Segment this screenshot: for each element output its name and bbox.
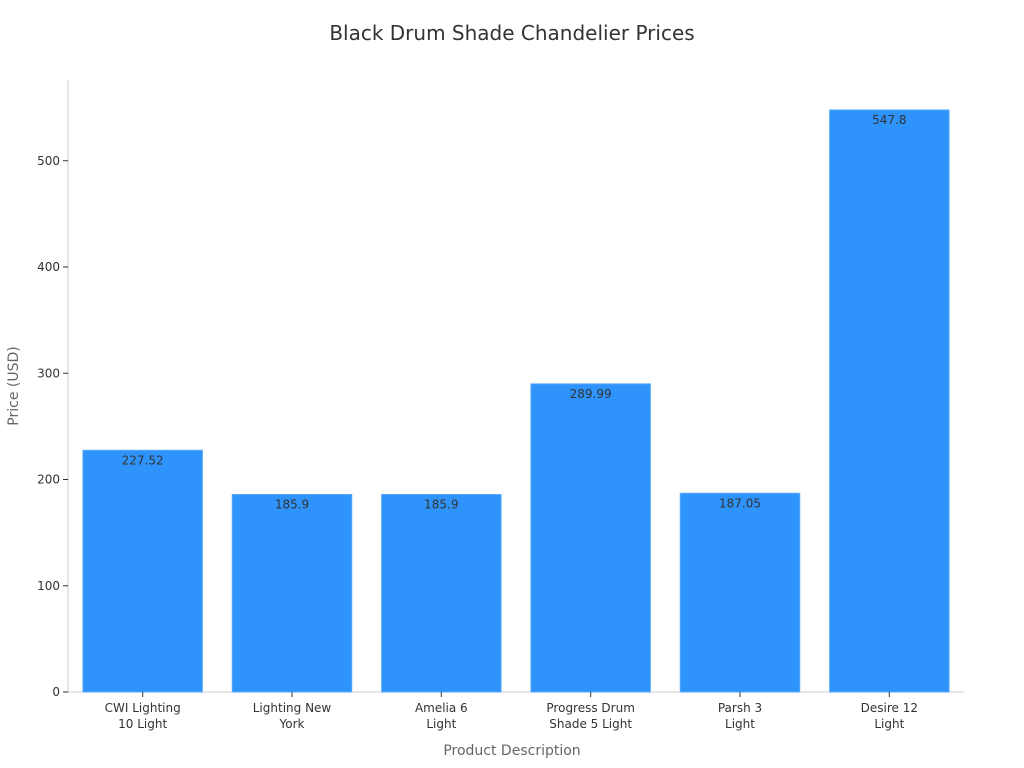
bar-value-label: 185.9 (424, 497, 458, 511)
x-tick-label-line: Light (426, 717, 456, 731)
x-tick-label: CWI Lighting 10 Light (105, 701, 181, 731)
bar (82, 449, 203, 693)
x-axis-labels: CWI Lighting 10 Light Lighting New York Amel… (105, 692, 918, 731)
bar (231, 493, 353, 693)
x-tick-label-line: Amelia 6 (415, 701, 468, 715)
x-tick-label: Desire 12 Light (861, 701, 918, 731)
bar (530, 383, 651, 693)
x-tick-label: Amelia 6 Light (415, 701, 468, 731)
x-tick-label-line: Light (725, 717, 755, 731)
bar-value-label: 227.52 (122, 453, 164, 467)
y-axis-ticks: 0 100 200 300 400 500 (37, 154, 68, 699)
bar-value-label: 289.99 (570, 387, 612, 401)
y-tick-label: 400 (37, 260, 60, 274)
y-tick-label: 500 (37, 154, 60, 168)
x-tick-label: Lighting New York (253, 701, 332, 731)
x-tick-label-line: Lighting New (253, 701, 332, 715)
x-tick-label: Progress Drum Shade 5 Light (546, 701, 635, 731)
y-tick-label: 0 (52, 685, 60, 699)
y-tick-label: 200 (37, 473, 60, 487)
chart-title: Black Drum Shade Chandelier Prices (329, 21, 694, 45)
bar-value-label: 547.8 (872, 113, 906, 127)
bar (829, 109, 950, 693)
x-tick-label-line: Light (874, 717, 904, 731)
x-tick-label-line: Shade 5 Light (549, 717, 632, 731)
y-axis-title: Price (USD) (6, 346, 22, 425)
x-tick-label: Parsh 3 Light (718, 701, 762, 731)
bars-group: 227.52 185.9 185.9 289.99 187.05 547.8 (82, 109, 950, 693)
bar-value-label: 187.05 (719, 496, 761, 510)
x-tick-label-line: Parsh 3 (718, 701, 762, 715)
x-tick-label-line: York (279, 717, 305, 731)
x-tick-label-line: 10 Light (118, 717, 167, 731)
x-axis-title: Product Description (443, 743, 580, 759)
x-tick-label-line: Progress Drum (546, 701, 635, 715)
x-tick-label-line: CWI Lighting (105, 701, 181, 715)
bar-value-label: 185.9 (275, 497, 309, 511)
y-tick-label: 300 (37, 366, 60, 380)
y-tick-label: 100 (37, 579, 60, 593)
bar (381, 493, 502, 693)
x-tick-label-line: Desire 12 (861, 701, 918, 715)
bar (679, 492, 801, 693)
